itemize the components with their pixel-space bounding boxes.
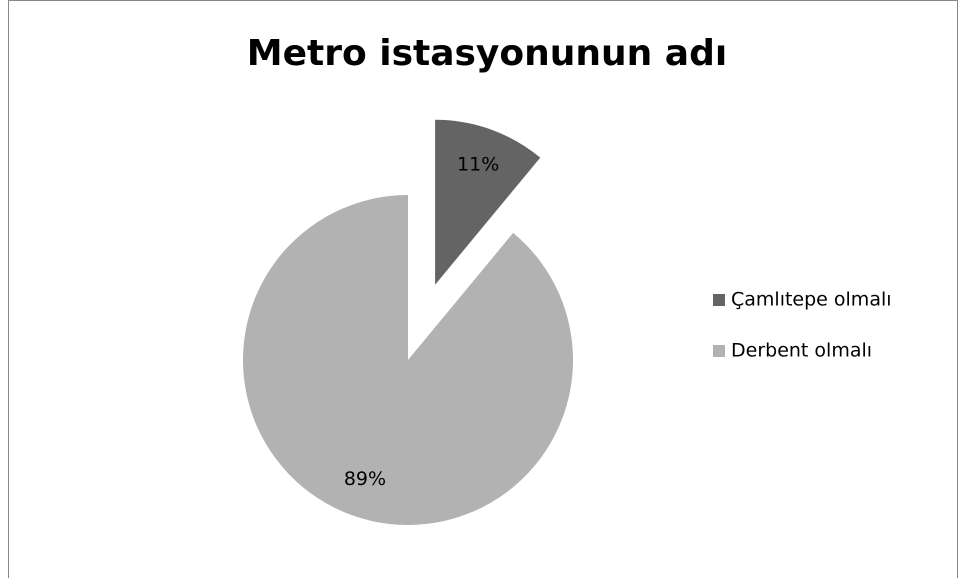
pie-slice [435,119,541,285]
legend-label: Çamlıtepe olmalı [731,289,892,311]
chart-title: Metro istasyonunun adı [247,33,727,74]
legend-swatch [713,294,725,306]
data-label: 89% [344,468,386,490]
pie-slice [243,195,573,525]
legend-swatch [713,345,725,357]
legend-label: Derbent olmalı [731,340,872,362]
data-label: 11% [457,154,499,176]
